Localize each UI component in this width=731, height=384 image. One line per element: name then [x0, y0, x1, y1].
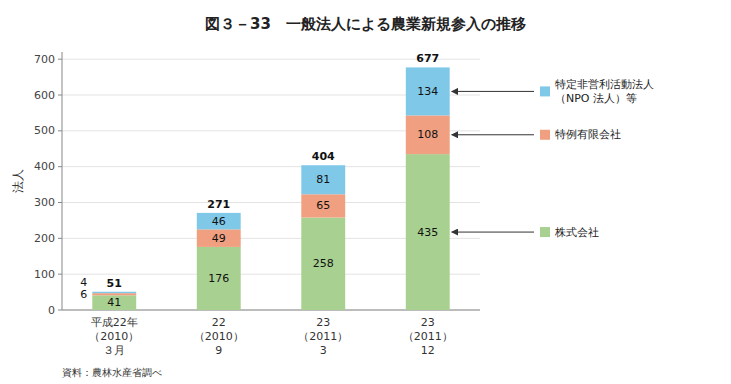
- total-label: 404: [312, 150, 335, 163]
- text-line: （2010）: [89, 330, 139, 343]
- bar-segment: [406, 115, 450, 154]
- y-axis-line: [62, 52, 63, 310]
- total-label: 271: [207, 198, 230, 211]
- data-label: 6: [80, 288, 87, 301]
- legend-entry: 特例有限会社: [555, 128, 621, 141]
- legend-swatch: [540, 86, 550, 96]
- data-labels: 41 64 176 49 46 258 65 81 435 108 134 51 271 404 677: [80, 52, 439, 309]
- bar-segment: [301, 218, 345, 310]
- legend-arrow: [452, 134, 534, 135]
- text-line: （2010）: [194, 330, 244, 343]
- bar-segment: [197, 229, 241, 247]
- tick-label: 500: [34, 124, 55, 137]
- title: 図３－33 一般法人による農業新規参入の推移: [205, 15, 526, 33]
- text-line: 特例有限会社: [555, 128, 621, 141]
- data-label: 46: [212, 215, 226, 228]
- text-line: 特定非営利活動法人: [555, 78, 654, 91]
- tick-label: 400: [34, 160, 55, 173]
- tick-mark: [58, 310, 62, 311]
- y-axis: 0 100 200 300 400 500 600 700: [34, 53, 480, 317]
- data-label: 49: [212, 232, 226, 245]
- text-line: （2011）: [403, 330, 453, 343]
- data-label: 108: [417, 128, 438, 141]
- chart: 図３－33 一般法人による農業新規参入の推移 0 100 200 300 400 500 60…: [0, 0, 731, 384]
- text-line: 12: [421, 344, 435, 357]
- text-line: 23: [421, 316, 435, 329]
- data-label: 176: [208, 272, 229, 285]
- legend-entry: 株式会社: [554, 226, 599, 239]
- tick-mark: [58, 130, 62, 131]
- tick-mark: [58, 202, 62, 203]
- category-label: 23（2011）12: [403, 316, 453, 357]
- tick-mark: [58, 274, 62, 275]
- legend-entry: 特定非営利活動法人（NPO 法人）等: [555, 78, 654, 105]
- text-line: （NPO 法人）等: [555, 92, 637, 105]
- legend-arrow: [452, 232, 534, 233]
- tick-mark: [58, 59, 62, 60]
- text-line: 平成22年: [91, 316, 138, 329]
- text-line: 3: [320, 344, 327, 357]
- bar-segment: [406, 67, 450, 115]
- tick-label: 600: [34, 89, 55, 102]
- data-label: 81: [316, 173, 330, 186]
- text-line: 9: [215, 344, 222, 357]
- annotation: 資料：農林水産省調べ: [62, 367, 162, 378]
- text-line: （2011）: [298, 330, 348, 343]
- tick-mark: [58, 95, 62, 96]
- data-label: 435: [417, 226, 438, 239]
- data-label: 134: [417, 85, 438, 98]
- tick-label: 200: [34, 232, 55, 245]
- data-label: 65: [316, 199, 330, 212]
- y-axis-label: 法人: [11, 169, 25, 193]
- data-label: 41: [107, 296, 121, 309]
- bar-segment: [406, 154, 450, 310]
- tick-mark: [58, 238, 62, 239]
- data-label: 258: [313, 257, 334, 270]
- category-label: 平成22年（2010）３月: [89, 316, 139, 357]
- legend-swatch: [540, 130, 550, 140]
- bars: [92, 67, 449, 310]
- category-label: 23（2011）3: [298, 316, 348, 357]
- bar-segment: [92, 293, 136, 295]
- legend-swatch: [540, 227, 550, 237]
- legend: 株式会社 特例有限会社 特定非営利活動法人（NPO 法人）等: [452, 78, 654, 239]
- bar-segment: [301, 194, 345, 217]
- bar-segment: [92, 295, 136, 310]
- total-label: 677: [416, 52, 439, 65]
- tick-label: 300: [34, 196, 55, 209]
- category-label: 22（2010）9: [194, 316, 244, 357]
- text-line: 株式会社: [554, 226, 599, 239]
- text-line: ３月: [103, 344, 125, 357]
- tick-label: 0: [48, 304, 55, 317]
- data-label: 4: [80, 276, 87, 289]
- bar-segment: [197, 213, 241, 229]
- legend-arrow: [452, 91, 534, 92]
- tick-mark: [58, 166, 62, 167]
- total-label: 51: [107, 277, 122, 290]
- bar-segment: [197, 247, 241, 310]
- text-line: 22: [212, 316, 226, 329]
- text-line: 23: [316, 316, 330, 329]
- bar-segment: [301, 165, 345, 194]
- bar-segment: [92, 292, 136, 293]
- tick-label: 100: [34, 268, 55, 281]
- tick-label: 700: [34, 53, 55, 66]
